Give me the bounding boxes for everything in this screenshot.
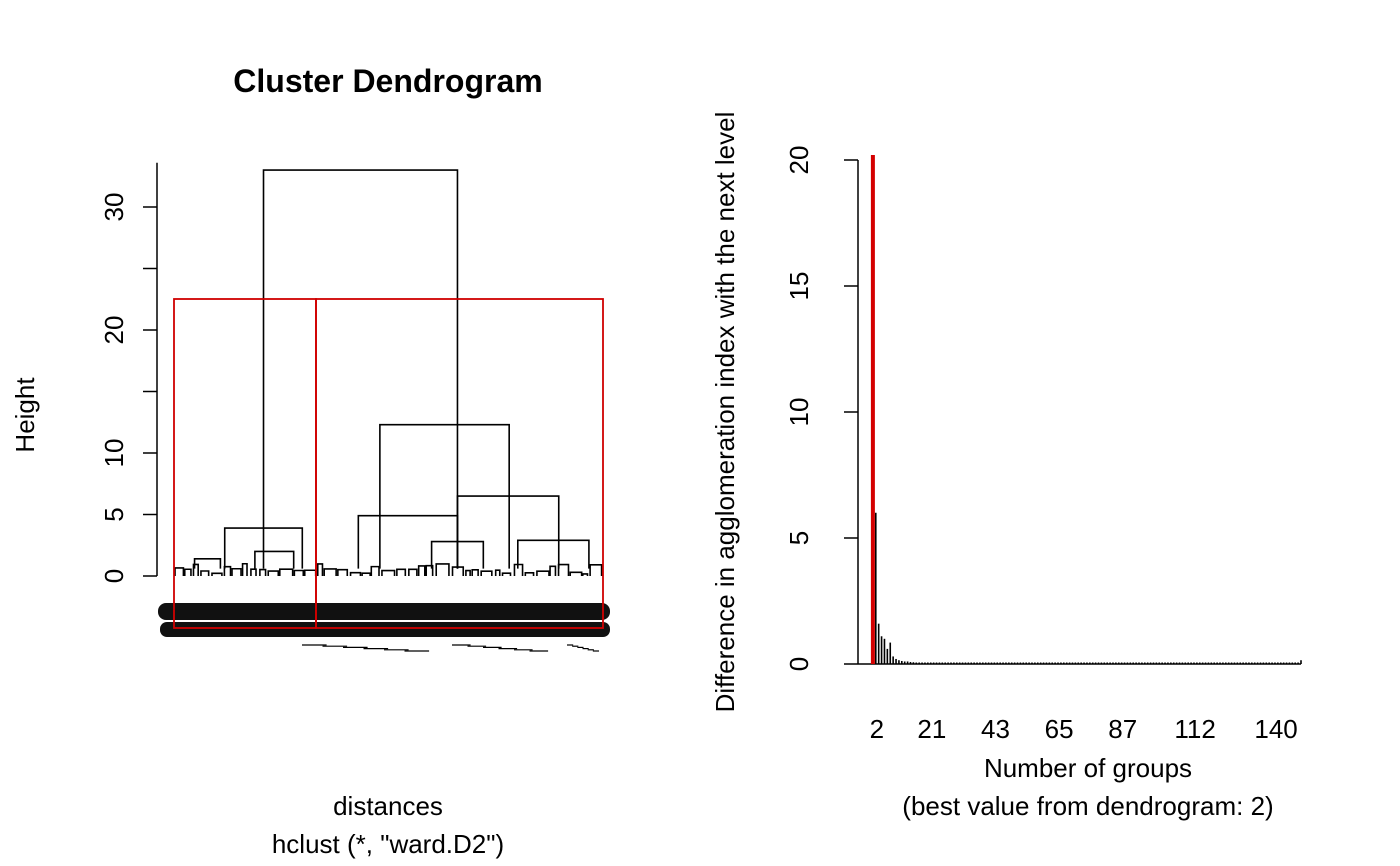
dendrogram-leaf-link <box>293 569 305 576</box>
bar-x-tick-label: 87 <box>1108 714 1137 744</box>
leaf-label-band <box>160 622 610 637</box>
bar-x-tick-label: 140 <box>1254 714 1297 744</box>
dendrogram-leaf-link <box>524 571 535 576</box>
dendrogram-leaf-link <box>250 568 257 576</box>
dendrogram-leaf-link <box>267 570 280 576</box>
dendrogram-title: Cluster Dendrogram <box>233 63 542 99</box>
dendrogram-y-axis-label: Height <box>10 377 40 453</box>
dendrogram-leaf-link <box>425 564 434 576</box>
dendrogram-leaf-link <box>471 568 479 576</box>
dendrogram-y-tick-label: 0 <box>99 569 129 583</box>
bar-x-tick-label: 65 <box>1045 714 1074 744</box>
dendrogram-leaf-link <box>501 572 512 576</box>
bar-y-tick-label: 5 <box>784 531 814 545</box>
dendrogram-chart: Cluster Dendrogram Height distances hclu… <box>10 63 610 859</box>
bar-series <box>870 154 1302 664</box>
dendrogram-leaf-link <box>231 567 242 576</box>
dendrogram-leaf-link <box>241 562 248 576</box>
dendrogram-link <box>430 540 485 569</box>
dendrogram-link <box>517 539 590 569</box>
dendrogram-leaf-link <box>259 568 267 576</box>
dendrogram-leaf-link <box>337 568 349 576</box>
dendrogram-leaf-link <box>361 572 371 576</box>
dendrogram-link <box>379 423 510 569</box>
dendrogram-leaf-link <box>549 565 557 576</box>
bar-x-tick-label: 43 <box>981 714 1010 744</box>
dendrogram-leaf-labels <box>158 603 610 652</box>
dendrogram-leaf-link <box>223 565 232 576</box>
dendrogram-leaf-link <box>581 573 589 576</box>
dendrogram-leaf-link <box>200 570 210 576</box>
dendrogram-leaf-link <box>381 569 396 576</box>
dendrogram-leaf-link <box>465 569 471 576</box>
dendrogram-y-tick-label: 5 <box>99 507 129 521</box>
dendrogram-leaf-link <box>589 564 603 576</box>
dendrogram-leaf-link <box>435 563 450 576</box>
dendrogram-leaf-link <box>303 569 317 576</box>
dendrogram-leaf-link <box>370 565 380 576</box>
dendrogram-leaf-link <box>316 563 324 576</box>
bar-x-tick-label: 2 <box>870 714 884 744</box>
bar-y-tick-label: 20 <box>784 146 814 175</box>
cluster-rectangle-2 <box>315 298 604 629</box>
dendrogram-leaf-link <box>323 568 337 576</box>
dendrogram-link <box>456 495 560 569</box>
cluster-rectangle-1 <box>173 298 317 629</box>
dendrogram-y-axis: 0 5 10 20 30 <box>99 162 158 583</box>
bar-x-axis-label: Number of groups <box>984 753 1192 783</box>
dendrogram-leaf-link <box>480 570 493 576</box>
dendrogram-method-subtitle: hclust (*, "ward.D2") <box>272 829 504 859</box>
dendrogram-leaf-link <box>513 563 524 576</box>
bar-y-tick-label: 0 <box>784 657 814 671</box>
dendrogram-leaf-link <box>192 563 199 576</box>
dendrogram-y-tick-label: 10 <box>99 439 129 468</box>
dendrogram-leaf-link <box>211 572 223 576</box>
dendrogram-leaf-link <box>278 568 294 576</box>
dendrogram-y-tick-label: 30 <box>99 193 129 222</box>
dendrogram-links <box>174 169 603 576</box>
dendrogram-link <box>262 169 459 569</box>
bar-y-axis-label: Difference in agglomeration index with t… <box>710 112 740 713</box>
dendrogram-leaf-link <box>183 568 192 576</box>
dendrogram-leaf-link <box>417 565 426 576</box>
dendrogram-leaf-link <box>408 568 418 576</box>
bar-x-tick-label: 112 <box>1174 714 1215 744</box>
dendrogram-x-axis-label: distances <box>333 791 443 821</box>
leaf-label-band <box>158 603 610 620</box>
dendrogram-leaf-link <box>349 571 362 576</box>
dendrogram-leaf-link <box>494 569 501 576</box>
bar-y-tick-label: 10 <box>784 398 814 427</box>
bar-axes: 0 5 10 15 20 2 21 43 65 87 112 140 <box>784 146 1301 744</box>
dendrogram-cluster-rectangles <box>173 298 604 629</box>
dendrogram-leaf-link <box>396 568 407 576</box>
dendrogram-leaf-link <box>451 566 465 576</box>
dendrogram-leaf-link <box>174 567 185 576</box>
dendrogram-leaf-link <box>557 563 570 576</box>
bar-x-tick-label: 21 <box>917 714 946 744</box>
dendrogram-y-tick-label: 20 <box>99 316 129 345</box>
bar-y-tick-label: 15 <box>784 272 814 301</box>
dendrogram-link <box>254 550 295 569</box>
dendrogram-leaf-link <box>536 570 550 576</box>
dendrogram-leaf-link <box>569 571 583 576</box>
agglomeration-difference-chart: Difference in agglomeration index with t… <box>710 112 1302 821</box>
bar-best-value-subtitle: (best value from dendrogram: 2) <box>902 791 1273 821</box>
